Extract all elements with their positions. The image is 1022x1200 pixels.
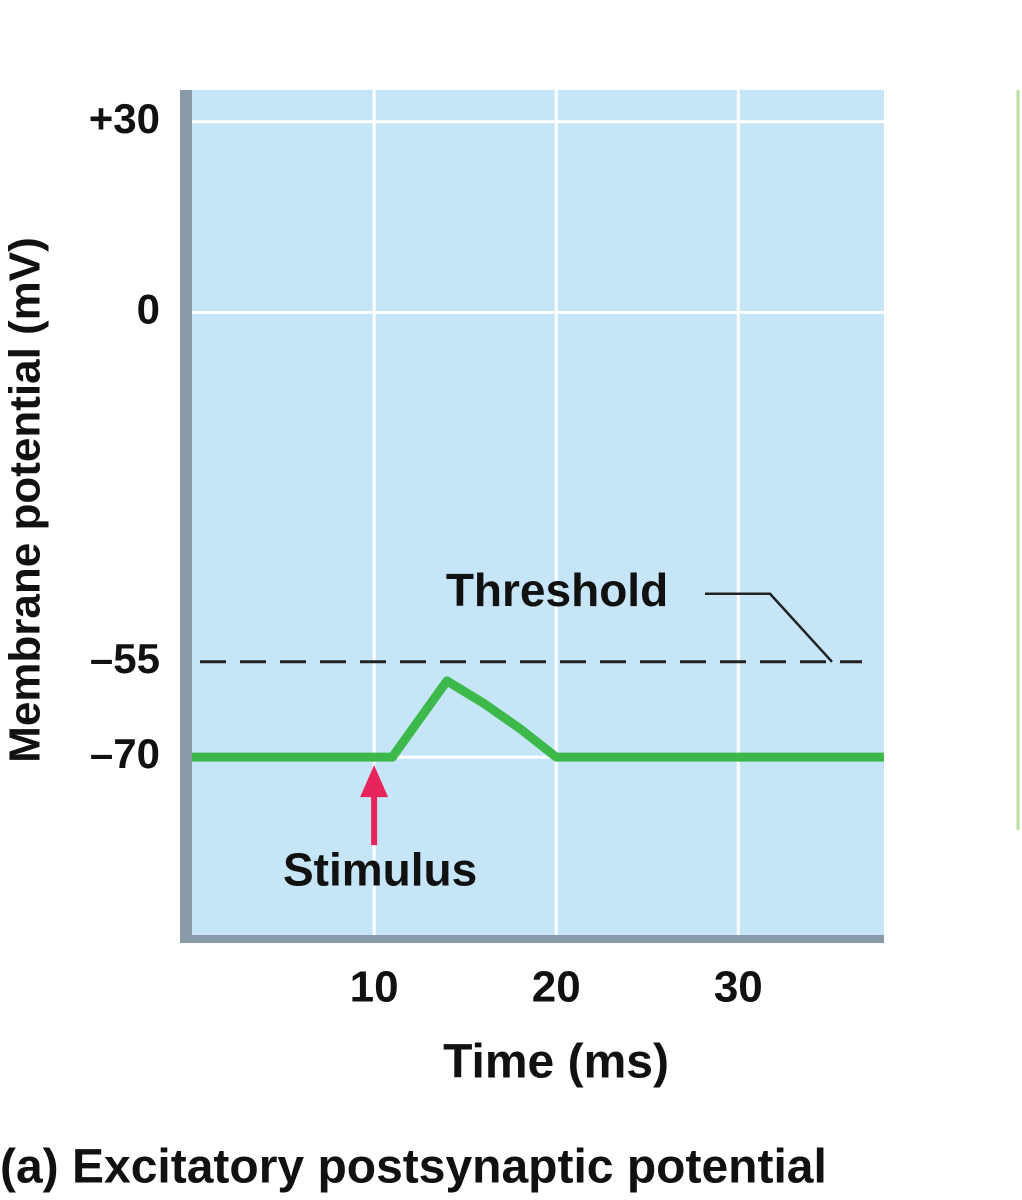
threshold-leader [705, 592, 833, 663]
x-axis-frame [180, 935, 884, 943]
x-axis-label: Time (ms) [443, 1036, 669, 1089]
chart-title: (a) Excitatory postsynaptic potential [0, 1141, 827, 1194]
y-tick-label: –55 [90, 635, 160, 682]
stimulus-label: Stimulus [283, 843, 477, 895]
x-tick-label: 20 [532, 963, 581, 1012]
y-axis-label: Membrane potential (mV) [1, 237, 50, 763]
plot-background [192, 90, 884, 935]
stimulus-arrow-head [360, 765, 389, 798]
y-tick-label: 0 [137, 285, 160, 332]
y-tick-label: +30 [89, 95, 160, 142]
y-axis-frame [180, 90, 192, 943]
x-tick-label: 10 [350, 963, 399, 1012]
y-tick-label: –70 [90, 730, 160, 777]
threshold-label: Threshold [446, 564, 668, 616]
x-tick-label: 30 [714, 963, 763, 1012]
data-line [192, 676, 884, 762]
